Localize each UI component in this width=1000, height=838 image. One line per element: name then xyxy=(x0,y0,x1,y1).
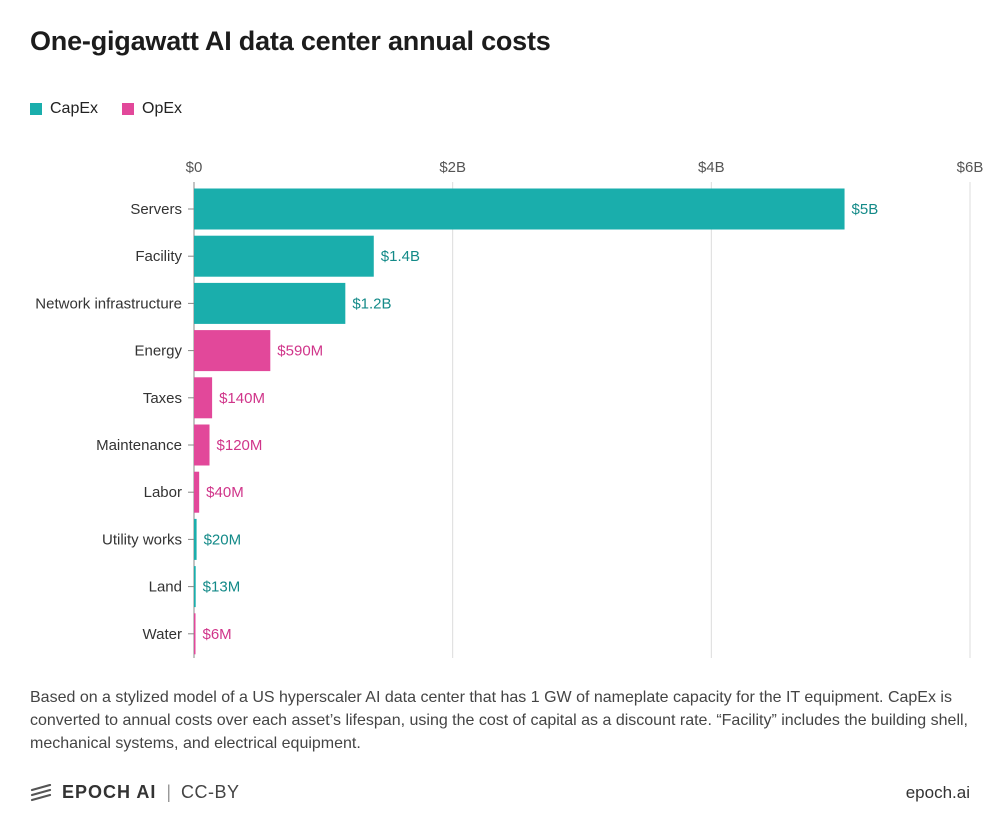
value-label-network-infrastructure: $1.2B xyxy=(352,295,391,312)
category-label-network-infrastructure: Network infrastructure xyxy=(35,295,182,312)
site-link[interactable]: epoch.ai xyxy=(905,782,970,802)
brand-name: EPOCH AI xyxy=(62,782,157,802)
x-tick-label-3: $6B xyxy=(957,159,984,176)
brand-separator: | xyxy=(166,782,172,802)
value-label-energy: $590M xyxy=(277,343,323,360)
category-label-servers: Servers xyxy=(130,201,182,218)
bar-chart: $0 $2B $4B $6B Servers $5B Facility $1.4B Networ… xyxy=(35,159,984,658)
bar-water xyxy=(194,613,196,655)
x-tick-label-0: $0 xyxy=(186,159,203,176)
bar-land xyxy=(194,566,196,608)
category-label-energy: Energy xyxy=(134,343,182,360)
category-label-labor: Labor xyxy=(144,484,182,501)
bar-servers xyxy=(194,188,845,230)
bar-maintenance xyxy=(194,424,210,466)
value-label-utility-works: $20M xyxy=(204,531,242,548)
value-label-water: $6M xyxy=(203,626,232,643)
bar-energy xyxy=(194,330,271,372)
x-tick-label-1: $2B xyxy=(439,159,466,176)
legend: CapEx OpEx xyxy=(30,100,182,118)
legend-label-capex: CapEx xyxy=(50,100,99,117)
value-label-taxes: $140M xyxy=(219,390,265,407)
category-label-facility: Facility xyxy=(135,248,182,265)
bar-labor xyxy=(194,471,200,513)
category-label-maintenance: Maintenance xyxy=(96,437,182,454)
bar-facility xyxy=(194,235,374,277)
footer: EPOCH AI | CC-BY epoch.ai xyxy=(30,782,970,803)
license-label: CC-BY xyxy=(181,782,240,802)
opex-swatch xyxy=(122,103,135,115)
category-label-water: Water xyxy=(143,626,182,643)
legend-label-opex: OpEx xyxy=(142,100,183,117)
brand: EPOCH AI | CC-BY xyxy=(30,782,240,803)
legend-item-capex: CapEx xyxy=(30,100,98,118)
chart-title: One-gigawatt AI data center annual costs xyxy=(30,26,551,56)
value-label-facility: $1.4B xyxy=(381,248,420,265)
value-label-maintenance: $120M xyxy=(217,437,263,454)
epoch-logo-icon xyxy=(30,783,52,801)
capex-swatch xyxy=(30,103,42,115)
category-label-taxes: Taxes xyxy=(143,390,182,407)
category-label-utility-works: Utility works xyxy=(102,531,182,548)
legend-item-opex: OpEx xyxy=(122,100,182,118)
value-label-land: $13M xyxy=(203,579,241,596)
category-label-land: Land xyxy=(149,579,182,596)
value-label-labor: $40M xyxy=(206,484,244,501)
chart-note: Based on a stylized model of a US hypers… xyxy=(30,689,968,752)
bar-taxes xyxy=(194,377,213,419)
bar-network-infrastructure xyxy=(194,282,346,324)
x-tick-label-2: $4B xyxy=(698,159,725,176)
bar-utility-works xyxy=(194,518,197,560)
value-label-servers: $5B xyxy=(852,201,879,218)
